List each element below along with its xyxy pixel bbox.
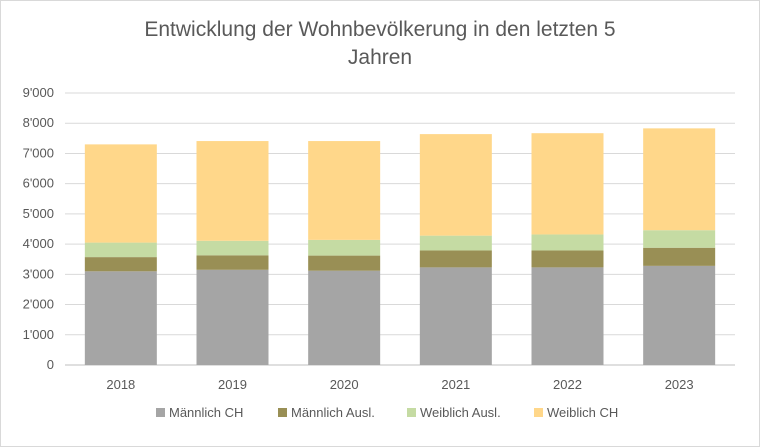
x-tick-label: 2020 bbox=[330, 377, 359, 392]
legend-label: Weiblich CH bbox=[547, 405, 618, 420]
bar-segment bbox=[419, 267, 492, 365]
bar-segment bbox=[84, 242, 157, 258]
y-tick-label: 6'000 bbox=[23, 176, 54, 191]
bar-segment bbox=[643, 230, 716, 248]
bar-segment bbox=[531, 133, 604, 235]
legend-label: Männlich CH bbox=[169, 405, 243, 420]
x-tick-label: 2018 bbox=[106, 377, 135, 392]
bar-segment bbox=[531, 267, 604, 365]
y-tick-label: 8'000 bbox=[23, 115, 54, 130]
bar-segment bbox=[196, 141, 269, 241]
legend-swatch bbox=[278, 408, 287, 417]
legend-swatch bbox=[534, 408, 543, 417]
bar-segment bbox=[196, 255, 269, 270]
bar-segment bbox=[84, 144, 157, 243]
bar-segment bbox=[531, 250, 604, 268]
y-tick-label: 0 bbox=[47, 357, 54, 372]
x-tick-label: 2023 bbox=[665, 377, 694, 392]
bar-segment bbox=[419, 250, 492, 268]
bar-segment bbox=[419, 134, 492, 236]
bar-segment bbox=[531, 234, 604, 251]
x-tick-label: 2022 bbox=[553, 377, 582, 392]
bar-segment bbox=[643, 247, 716, 266]
y-tick-label: 1'000 bbox=[23, 327, 54, 342]
bar-segment bbox=[308, 255, 381, 271]
x-tick-label: 2021 bbox=[441, 377, 470, 392]
y-tick-label: 3'000 bbox=[23, 266, 54, 281]
legend-label: Weiblich Ausl. bbox=[420, 405, 501, 420]
bar-segment bbox=[643, 265, 716, 365]
y-tick-label: 4'000 bbox=[23, 236, 54, 251]
chart-title: Entwicklung der Wohnbevölkerung in den l… bbox=[0, 16, 760, 72]
bar-segment bbox=[308, 270, 381, 365]
y-tick-label: 2'000 bbox=[23, 297, 54, 312]
y-tick-label: 5'000 bbox=[23, 206, 54, 221]
bar-segment bbox=[419, 235, 492, 251]
legend-swatch bbox=[156, 408, 165, 417]
chart-title-line-1: Entwicklung der Wohnbevölkerung in den l… bbox=[144, 18, 616, 41]
bar-segment bbox=[84, 271, 157, 365]
bar-segment bbox=[196, 240, 269, 256]
bar-segment bbox=[308, 239, 381, 256]
y-tick-label: 9'000 bbox=[23, 85, 54, 100]
bar-segment bbox=[84, 257, 157, 272]
legend-label: Männlich Ausl. bbox=[291, 405, 375, 420]
y-tick-label: 7'000 bbox=[23, 145, 54, 160]
bar-segment bbox=[643, 128, 716, 231]
legend-swatch bbox=[407, 408, 416, 417]
bar-segment bbox=[308, 141, 381, 240]
bar-segment bbox=[196, 269, 269, 365]
x-tick-label: 2019 bbox=[218, 377, 247, 392]
chart-title-line-2: Jahren bbox=[347, 46, 413, 69]
